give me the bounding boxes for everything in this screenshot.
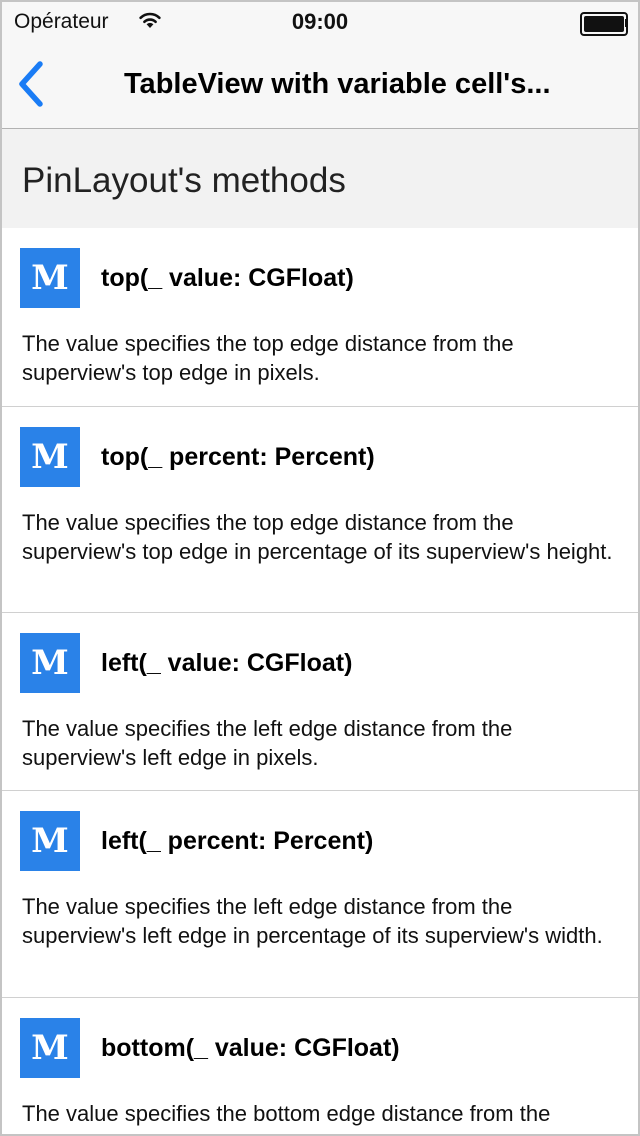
wifi-icon [138, 11, 162, 34]
method-description: The value specifies the bottom edge dist… [22, 1101, 551, 1134]
method-cell[interactable]: M bottom(_ value: CGFloat) The value spe… [2, 998, 638, 1134]
method-description: The value specifies the top edge distanc… [22, 510, 613, 564]
status-time: 09:00 [291, 9, 349, 34]
status-bar: Opérateur 09:00 [2, 2, 638, 42]
section-title: PinLayout's methods [22, 161, 346, 200]
method-cell[interactable]: M left(_ percent: Percent) The value spe… [2, 791, 638, 998]
method-description: The value specifies the left edge distan… [22, 894, 603, 948]
method-description: The value specifies the left edge distan… [22, 716, 513, 770]
method-icon: M [20, 811, 80, 871]
method-icon: M [20, 427, 80, 487]
method-cell[interactable]: M top(_ value: CGFloat) The value specif… [2, 228, 638, 407]
page-title: TableView with variable cell's... [124, 68, 551, 100]
method-description: The value specifies the top edge distanc… [22, 331, 514, 385]
method-name: bottom(_ value: CGFloat) [101, 1034, 400, 1062]
carrier-label: Opérateur [14, 10, 109, 33]
methods-list: M top(_ value: CGFloat) The value specif… [2, 228, 638, 1134]
navigation-bar: TableView with variable cell's... [2, 42, 638, 129]
method-icon: M [20, 248, 80, 308]
method-name: top(_ value: CGFloat) [101, 264, 354, 292]
battery-icon [580, 12, 628, 36]
method-name: left(_ value: CGFloat) [101, 649, 353, 677]
chevron-left-icon [10, 61, 60, 116]
method-icon: M [20, 633, 80, 693]
section-header: PinLayout's methods [2, 129, 638, 228]
method-name: top(_ percent: Percent) [101, 443, 375, 471]
method-cell[interactable]: M top(_ percent: Percent) The value spec… [2, 407, 638, 613]
method-name: left(_ percent: Percent) [101, 827, 374, 855]
method-icon: M [20, 1018, 80, 1078]
back-button[interactable] [10, 56, 60, 112]
method-cell[interactable]: M left(_ value: CGFloat) The value speci… [2, 613, 638, 791]
